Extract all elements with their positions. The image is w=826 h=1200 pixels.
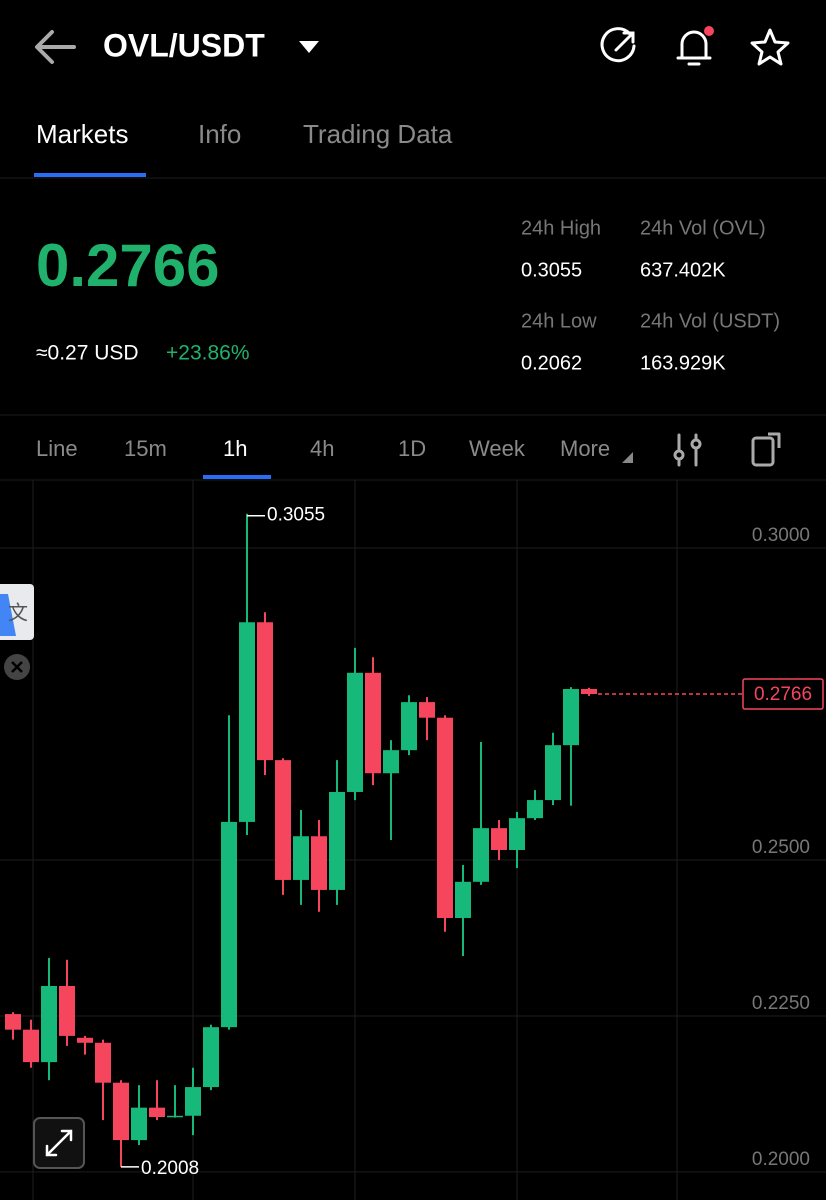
interval-option[interactable]: 4h [310, 436, 334, 461]
candle-body [167, 1115, 183, 1118]
high-label: 0.3055 [267, 505, 325, 526]
candle-body [293, 836, 309, 880]
candle-body [59, 985, 75, 1036]
tab-indicator [34, 173, 146, 177]
stat-label: 24h Low [521, 310, 597, 332]
interval-option[interactable]: 1D [398, 436, 426, 461]
fullscreen-button[interactable] [33, 1117, 85, 1169]
candle-body [185, 1087, 201, 1116]
candle-body [563, 689, 579, 746]
stat-value: 0.2062 [521, 352, 582, 374]
stat-label: 24h High [521, 217, 601, 239]
candle-body [437, 717, 453, 918]
low-label: 0.2008 [141, 1158, 199, 1179]
candle-body [5, 1014, 21, 1030]
interval-indicator [203, 475, 271, 479]
candle-body [509, 818, 525, 850]
candle-body [383, 750, 399, 774]
candlestick-chart: 0.3000 0.2500 0.2250 0.2000 [0, 480, 826, 1200]
notification-button[interactable] [676, 26, 714, 66]
interval-option[interactable]: 15m [124, 436, 167, 461]
candle-body [221, 821, 237, 1028]
interval-option[interactable]: More [560, 436, 610, 461]
candle-body [203, 1027, 219, 1088]
favorite-button[interactable] [750, 28, 790, 66]
candle-body [149, 1107, 165, 1118]
candle-body [95, 1042, 111, 1083]
candle-body [545, 745, 561, 801]
interval-option[interactable]: Week [469, 436, 526, 461]
y-tick-label: 0.2000 [752, 1149, 810, 1170]
orientation-button[interactable] [751, 432, 781, 467]
translate-icon: 文 [8, 601, 28, 624]
candle-body [275, 760, 291, 880]
candle-body [581, 689, 597, 695]
tab[interactable]: Markets [36, 119, 128, 149]
close-widget-button[interactable] [4, 654, 30, 680]
candle-body [455, 881, 471, 918]
share-button[interactable] [600, 27, 636, 63]
stat-label: 24h Vol (USDT) [640, 310, 780, 332]
candle-body [527, 800, 543, 819]
candle-body [329, 791, 345, 890]
tab[interactable]: Trading Data [303, 119, 453, 149]
translate-widget[interactable]: 文 [0, 584, 34, 640]
y-tick-label: 0.2500 [752, 837, 810, 858]
candle-body [365, 672, 381, 774]
last-price-box [742, 678, 824, 710]
candle-body [401, 702, 417, 751]
interval-option[interactable]: 1h [223, 436, 247, 461]
stat-label: 24h Vol (OVL) [640, 217, 766, 239]
candle-body [131, 1107, 147, 1141]
y-tick-label: 0.2250 [752, 993, 810, 1014]
vertical-grid [32, 480, 678, 1200]
stat-value: 637.402K [640, 259, 726, 281]
pair-title[interactable]: OVL/USDT [103, 27, 265, 63]
indicator-settings-button[interactable] [673, 433, 702, 467]
candle-body [473, 828, 489, 882]
stat-value: 163.929K [640, 352, 726, 374]
last-price: 0.2766 [36, 232, 220, 299]
price-change: +23.86% [166, 342, 250, 365]
back-button[interactable] [35, 30, 76, 64]
candle-body [113, 1082, 129, 1141]
interval-option[interactable]: Line [36, 436, 78, 461]
usd-price: ≈0.27 USD [36, 342, 139, 365]
candle-body [419, 702, 435, 718]
last-price-label: 0.2766 [754, 684, 812, 705]
candle-body [491, 828, 507, 850]
stat-value: 0.3055 [521, 259, 582, 281]
y-tick-label: 0.3000 [752, 525, 810, 546]
candle-body [257, 622, 273, 761]
candle-body [41, 985, 57, 1063]
candle-body [311, 836, 327, 890]
candle-body [239, 622, 255, 822]
pair-dropdown[interactable] [299, 41, 319, 53]
more-caret [622, 452, 633, 463]
tab[interactable]: Info [198, 119, 241, 149]
candle-body [347, 672, 363, 792]
candle-body [23, 1029, 39, 1063]
candle-body [77, 1037, 93, 1043]
